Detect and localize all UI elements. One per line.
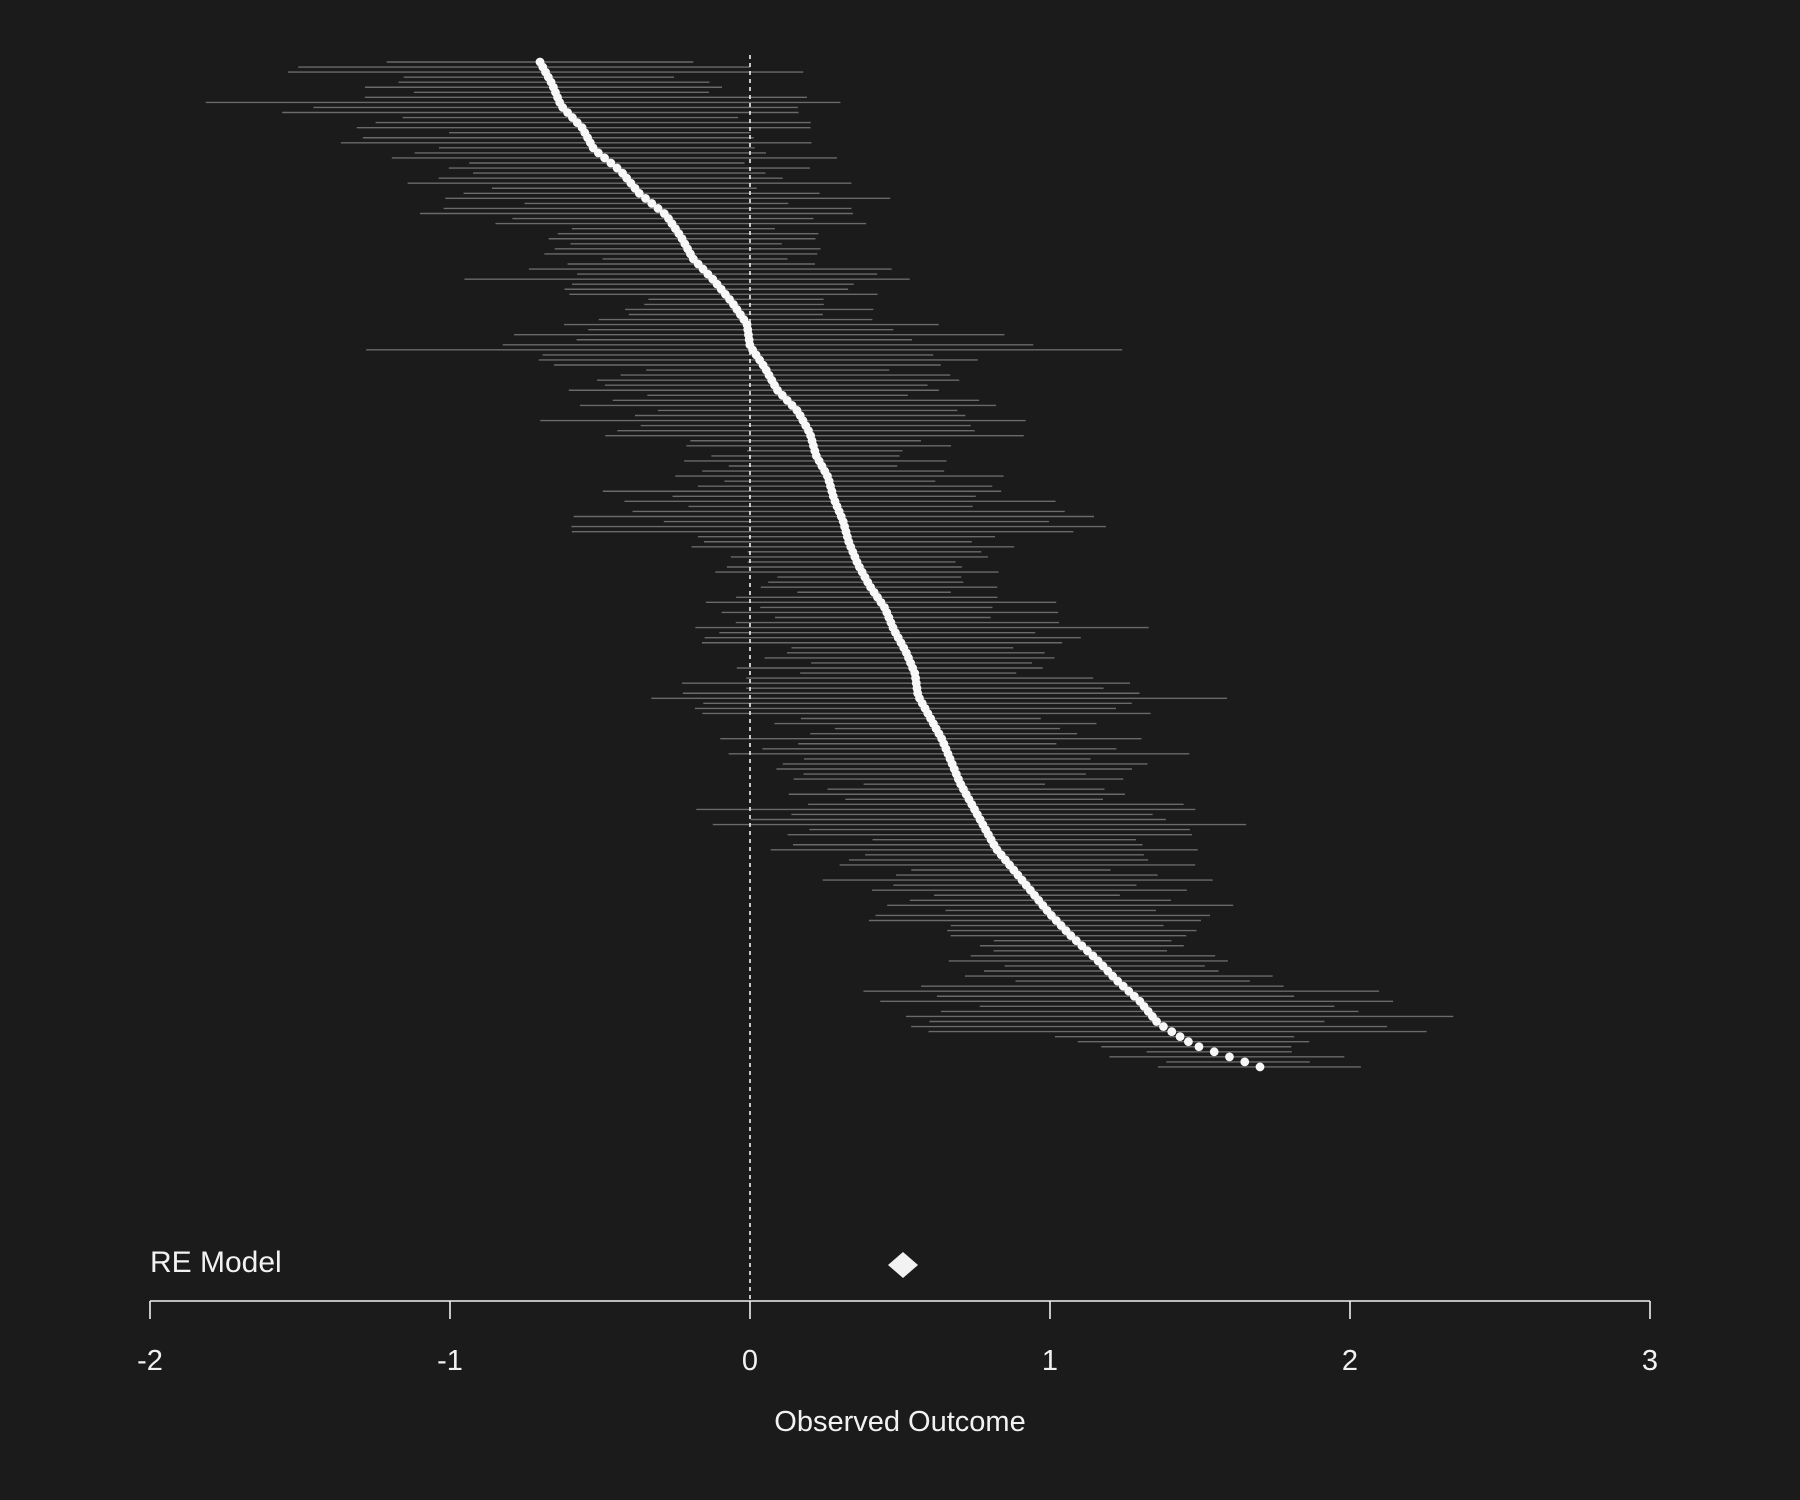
study-point	[1255, 1062, 1265, 1072]
study-point	[641, 193, 650, 203]
study-point	[593, 148, 603, 158]
study-point	[1167, 1027, 1177, 1036]
study-point	[1209, 1047, 1219, 1057]
confidence-intervals	[205, 61, 1454, 1068]
re-model-label: RE Model	[150, 1246, 282, 1279]
x-tick-label: -2	[137, 1345, 163, 1377]
study-point	[1240, 1057, 1250, 1067]
study-point	[647, 199, 657, 208]
study-point	[1194, 1042, 1204, 1052]
summary-diamond	[888, 1252, 918, 1278]
x-axis: -2 -1 0 1 2 3	[137, 1300, 1658, 1377]
x-tick-label: 2	[1342, 1345, 1358, 1377]
x-tick-label: 3	[1642, 1345, 1658, 1377]
study-point	[606, 158, 616, 168]
study-point	[1183, 1037, 1193, 1047]
study-point	[1152, 1017, 1161, 1026]
x-tick-label: -1	[437, 1345, 463, 1377]
x-tick-label: 1	[1042, 1345, 1058, 1377]
study-point	[1159, 1022, 1168, 1031]
study-point	[600, 153, 609, 163]
study-point	[653, 204, 663, 213]
effect-points	[535, 57, 1265, 1072]
study-point	[634, 188, 644, 198]
study-point	[1175, 1032, 1185, 1042]
study-point	[1225, 1052, 1234, 1062]
x-axis-title: Observed Outcome	[774, 1406, 1025, 1438]
x-tick-label: 0	[742, 1345, 758, 1377]
